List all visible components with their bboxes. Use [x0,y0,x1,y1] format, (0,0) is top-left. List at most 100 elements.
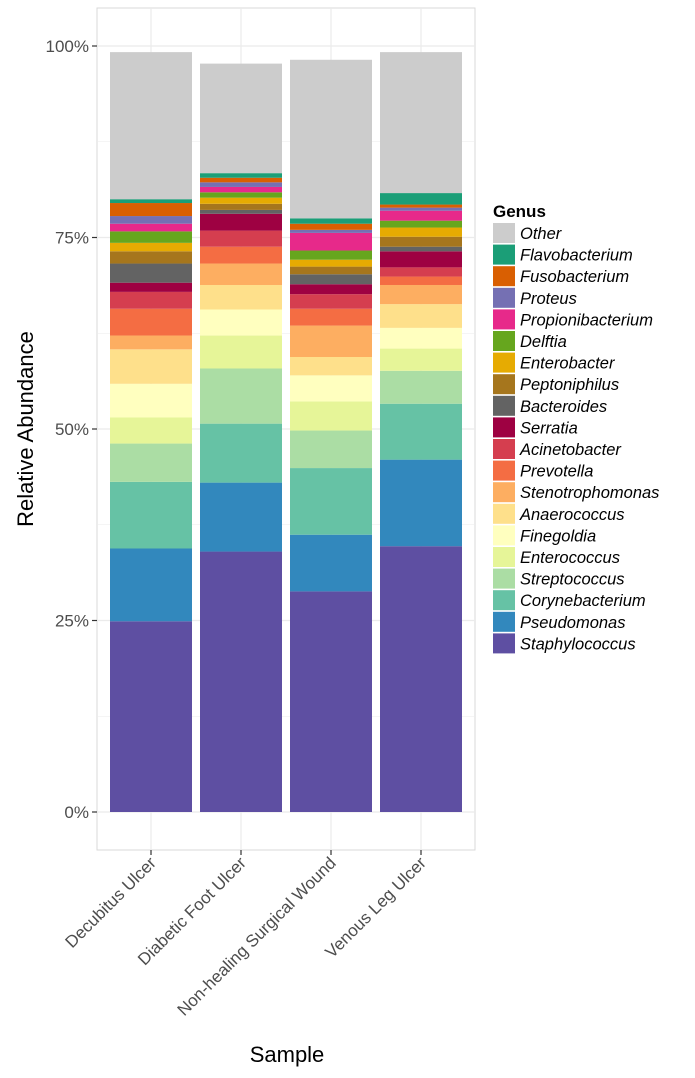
bar-segment-fusobacterium [200,177,282,183]
bar-segment-pseudomonas [380,459,462,547]
bar-segment-staphylococcus [110,621,192,812]
bar-segment-peptoniphilus [290,266,372,275]
legend-label-enterococcus: Enterococcus [520,549,620,567]
bar-segment-stenotrophomonas [200,263,282,285]
bar-segment-anaerococcus [110,349,192,384]
bar-segment-staphylococcus [290,591,372,812]
bar-segment-delftia [290,250,372,260]
y-tick-label: 100% [46,37,89,56]
legend-key-enterococcus [493,547,515,567]
legend-label-pseudomonas: Pseudomonas [520,614,626,632]
legend-key-bacteroides [493,395,515,416]
legend-label-other: Other [520,225,563,243]
bar-segment-proteus [380,207,462,211]
bar-segment-enterococcus [110,417,192,444]
bar-segment-proteus [110,216,192,224]
bar-segment-enterobacter [110,242,192,252]
legend-key-peptoniphilus [493,374,515,395]
bar-segment-bacteroides [290,274,372,285]
bar-segment-enterococcus [200,335,282,369]
legend-label-prevotella: Prevotella [520,463,593,481]
legend-key-other [493,223,515,243]
bar-segment-fusobacterium [380,204,462,208]
bar-segment-propionibacterium [290,232,372,251]
bar-segment-flavobacterium [290,218,372,224]
legend-key-serratia [493,417,515,438]
bar-segment-serratia [290,284,372,295]
bar-segment-streptococcus [200,368,282,424]
bar-segment-enterococcus [290,401,372,431]
bar-segment-finegoldia [380,327,462,349]
legend-label-enterobacter: Enterobacter [520,355,616,373]
bar-segment-peptoniphilus [110,251,192,264]
bar-segment-prevotella [110,308,192,336]
legend-key-staphylococcus [493,633,515,654]
bar-segment-prevotella [380,276,462,285]
bar-segment-pseudomonas [200,482,282,552]
bar-segment-serratia [380,251,462,268]
legend-label-fusobacterium: Fusobacterium [520,268,629,286]
bar-segment-staphylococcus [200,551,282,812]
y-tick-label: 0% [64,803,89,822]
legend-key-finegoldia [493,525,515,546]
legend-key-propionibacterium [493,309,515,330]
bar-segment-peptoniphilus [380,236,462,247]
legend-label-serratia: Serratia [520,419,578,437]
bar-segment-flavobacterium [110,199,192,204]
legend-label-anaerococcus: Anaerococcus [519,506,625,524]
legend-key-stenotrophomonas [493,482,515,503]
bar-segment-acinetobacter [200,230,282,247]
bar-segment-acinetobacter [380,267,462,277]
bar-segment-staphylococcus [380,546,462,812]
legend-label-delftia: Delftia [520,333,567,351]
legend-label-acinetobacter: Acinetobacter [519,441,622,459]
bar-segment-proteus [290,229,372,233]
bar-segment-anaerococcus [380,304,462,328]
bar-segment-stenotrophomonas [290,325,372,357]
bar-segment-stenotrophomonas [380,284,462,305]
bar-segment-finegoldia [200,309,282,336]
y-axis-ticks: 0% 25% 50% 75% 100% [46,37,97,822]
legend-key-proteus [493,287,515,308]
legend-label-bacteroides: Bacteroides [520,398,607,416]
legend-key-anaerococcus [493,503,515,524]
bars [110,52,462,812]
bar-segment-anaerococcus [200,284,282,310]
legend-label-streptococcus: Streptococcus [520,571,625,589]
legend-label-propionibacterium: Propionibacterium [520,311,653,329]
y-tick-label: 50% [55,420,89,439]
bar-segment-fusobacterium [290,223,372,230]
bar-segment-anaerococcus [290,356,372,376]
x-tick-label: Venous Leg Ulcer [321,853,430,962]
legend-label-staphylococcus: Staphylococcus [520,635,636,653]
bar-segment-bacteroides [110,263,192,283]
bar-segment-finegoldia [290,375,372,402]
bar-segment-prevotella [200,246,282,264]
legend-key-delftia [493,331,515,351]
bar-segment-flavobacterium [380,193,462,205]
bar-segment-peptoniphilus [200,203,282,210]
y-tick-label: 25% [55,612,89,631]
y-tick-label: 75% [55,229,89,248]
legend-label-flavobacterium: Flavobacterium [520,247,633,265]
x-axis-title: Sample [250,1042,325,1067]
bar-segment-pseudomonas [110,548,192,622]
bar-segment-streptococcus [380,370,462,404]
legend-label-finegoldia: Finegoldia [520,527,596,545]
bar-segment-other [290,59,372,219]
bar-segment-serratia [200,213,282,231]
bar-segment-corynebacterium [290,468,372,535]
bar-segment-corynebacterium [380,403,462,460]
bar-segment-acinetobacter [110,291,192,309]
bar-segment-enterobacter [380,227,462,237]
bar-segment-prevotella [290,308,372,326]
bar-segment-enterobacter [290,259,372,267]
legend-key-fusobacterium [493,266,515,287]
bar-segment-propionibacterium [380,210,462,221]
bar-segment-pseudomonas [290,534,372,592]
legend: Genus Other Flavobacterium Fusobacterium Pr… [493,202,659,654]
x-tick-label: Decubitus Ulcer [62,853,161,952]
bar-segment-flavobacterium [200,173,282,178]
